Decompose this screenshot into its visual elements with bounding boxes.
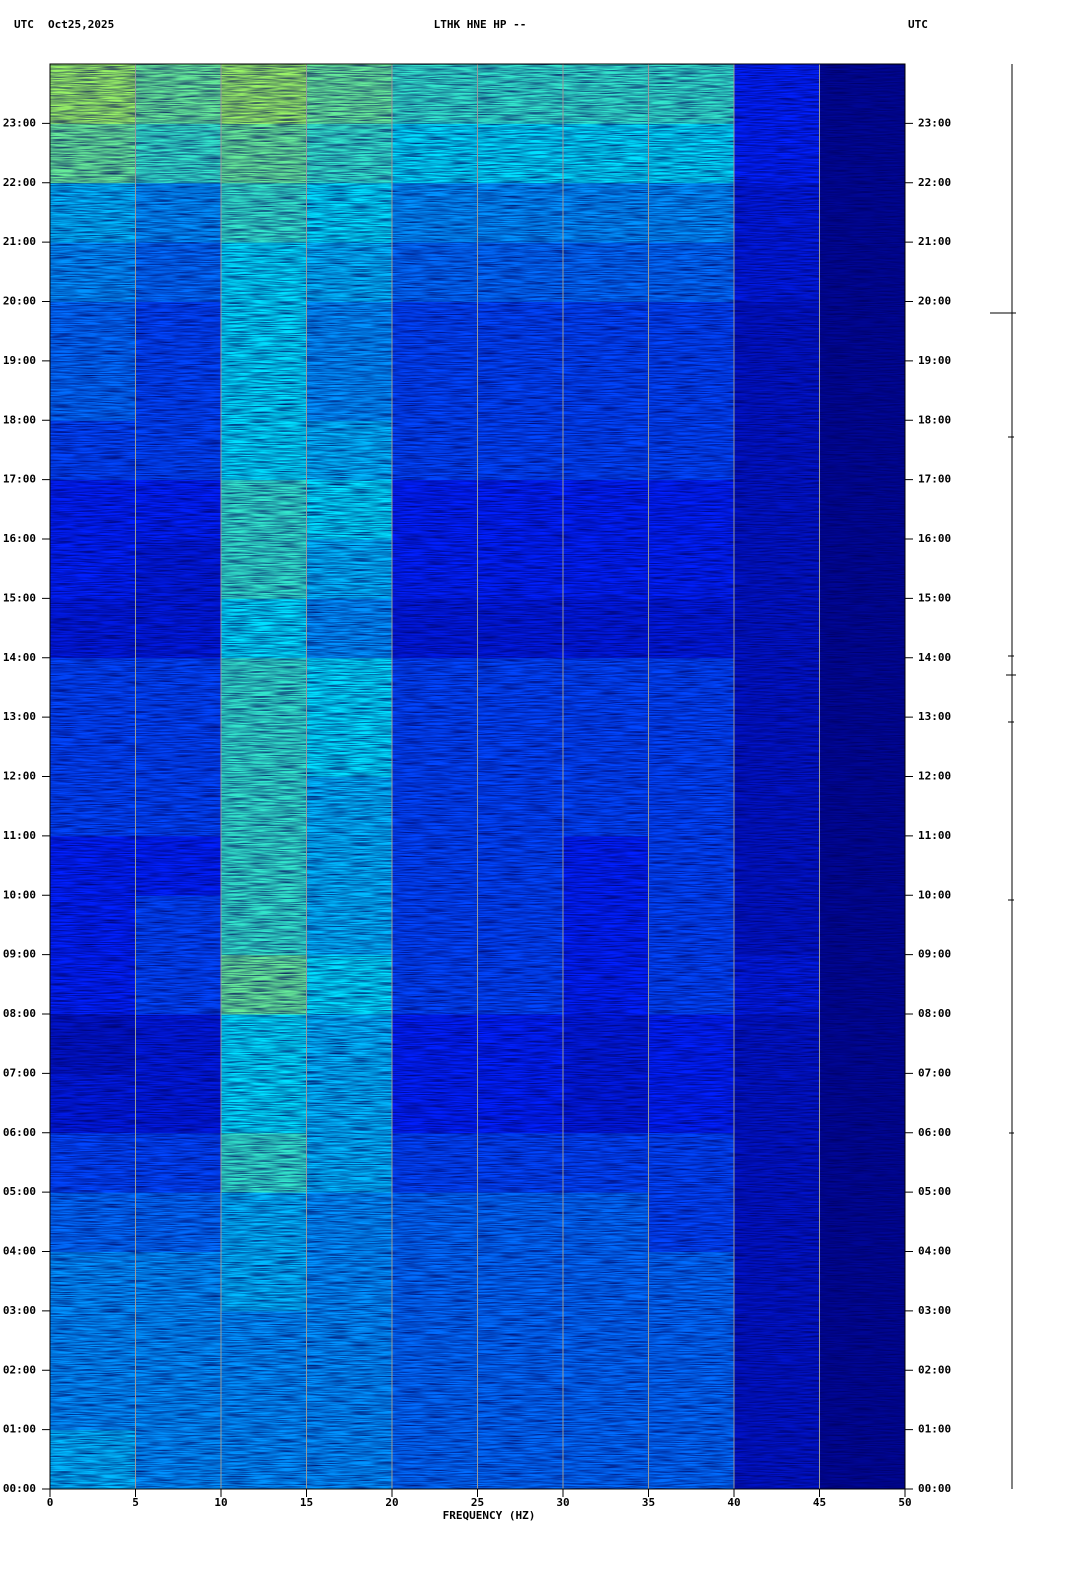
y-tick-label-left: 20:00	[3, 295, 36, 308]
timezone-left: UTC	[14, 18, 34, 31]
y-tick-label-left: 08:00	[3, 1007, 36, 1020]
y-tick-label-left: 15:00	[3, 591, 36, 604]
y-tick-label-left: 01:00	[3, 1423, 36, 1436]
x-tick-label: 10	[214, 1496, 227, 1509]
y-tick-label-left: 17:00	[3, 473, 36, 486]
y-tick-label-right: 13:00	[918, 710, 951, 723]
x-tick-label: 50	[898, 1496, 911, 1509]
y-tick-label-right: 21:00	[918, 235, 951, 248]
y-tick-label-right: 20:00	[918, 295, 951, 308]
y-tick-label-left: 09:00	[3, 948, 36, 961]
y-tick-label-left: 06:00	[3, 1126, 36, 1139]
y-tick-label-right: 01:00	[918, 1423, 951, 1436]
y-tick-label-right: 17:00	[918, 473, 951, 486]
y-tick-label-left: 10:00	[3, 888, 36, 901]
x-tick-label: 25	[471, 1496, 484, 1509]
y-tick-label-right: 03:00	[918, 1304, 951, 1317]
date: Oct25,2025	[48, 18, 114, 31]
y-tick-label-left: 23:00	[3, 116, 36, 129]
y-tick-label-left: 03:00	[3, 1304, 36, 1317]
y-tick-label-left: 18:00	[3, 413, 36, 426]
y-tick-label-right: 06:00	[918, 1126, 951, 1139]
y-tick-label-left: 05:00	[3, 1185, 36, 1198]
y-tick-label-right: 04:00	[918, 1245, 951, 1258]
x-tick-label: 0	[47, 1496, 54, 1509]
plot-frame	[49, 63, 906, 1490]
x-tick-label: 45	[813, 1496, 826, 1509]
y-tick-label-right: 22:00	[918, 176, 951, 189]
y-tick-label-right: 19:00	[918, 354, 951, 367]
y-tick-label-right: 09:00	[918, 948, 951, 961]
y-tick-label-right: 07:00	[918, 1066, 951, 1079]
y-tick-label-right: 02:00	[918, 1363, 951, 1376]
x-tick-label: 20	[385, 1496, 398, 1509]
y-tick-label-right: 14:00	[918, 651, 951, 664]
y-tick-label-right: 10:00	[918, 888, 951, 901]
x-tick-label: 30	[556, 1496, 569, 1509]
y-tick-label-left: 21:00	[3, 235, 36, 248]
y-tick-label-right: 12:00	[918, 770, 951, 783]
x-tick-label: 35	[642, 1496, 655, 1509]
y-tick-label-left: 19:00	[3, 354, 36, 367]
y-tick-label-right: 05:00	[918, 1185, 951, 1198]
y-tick-label-right: 08:00	[918, 1007, 951, 1020]
y-tick-label-right: 15:00	[918, 591, 951, 604]
y-tick-label-right: 23:00	[918, 116, 951, 129]
x-tick-label: 5	[132, 1496, 139, 1509]
x-axis-label: FREQUENCY (HZ)	[443, 1509, 536, 1522]
y-tick-label-right: 11:00	[918, 829, 951, 842]
axes: 0 5 10 15 20 25 30 35 40 45 50 00:00 00:00 01:00 01:00…	[3, 64, 951, 1509]
y-tick-label-left: 16:00	[3, 532, 36, 545]
y-tick-label-left: 07:00	[3, 1066, 36, 1079]
y-tick-label-right: 18:00	[918, 413, 951, 426]
timezone-right: UTC	[908, 18, 928, 31]
y-tick-label-right: 16:00	[918, 532, 951, 545]
chart-title: LTHK HNE HP --	[434, 18, 527, 31]
y-tick-label-right: 00:00	[918, 1482, 951, 1495]
trace	[990, 64, 1016, 1489]
y-tick-label-left: 12:00	[3, 770, 36, 783]
y-tick-label-left: 22:00	[3, 176, 36, 189]
y-tick-label-left: 04:00	[3, 1245, 36, 1258]
y-tick-label-left: 02:00	[3, 1363, 36, 1376]
y-tick-label-left: 11:00	[3, 829, 36, 842]
y-tick-label-left: 00:00	[3, 1482, 36, 1495]
x-tick-label: 40	[727, 1496, 740, 1509]
x-tick-label: 15	[300, 1496, 313, 1509]
y-tick-label-left: 14:00	[3, 651, 36, 664]
y-tick-label-left: 13:00	[3, 710, 36, 723]
